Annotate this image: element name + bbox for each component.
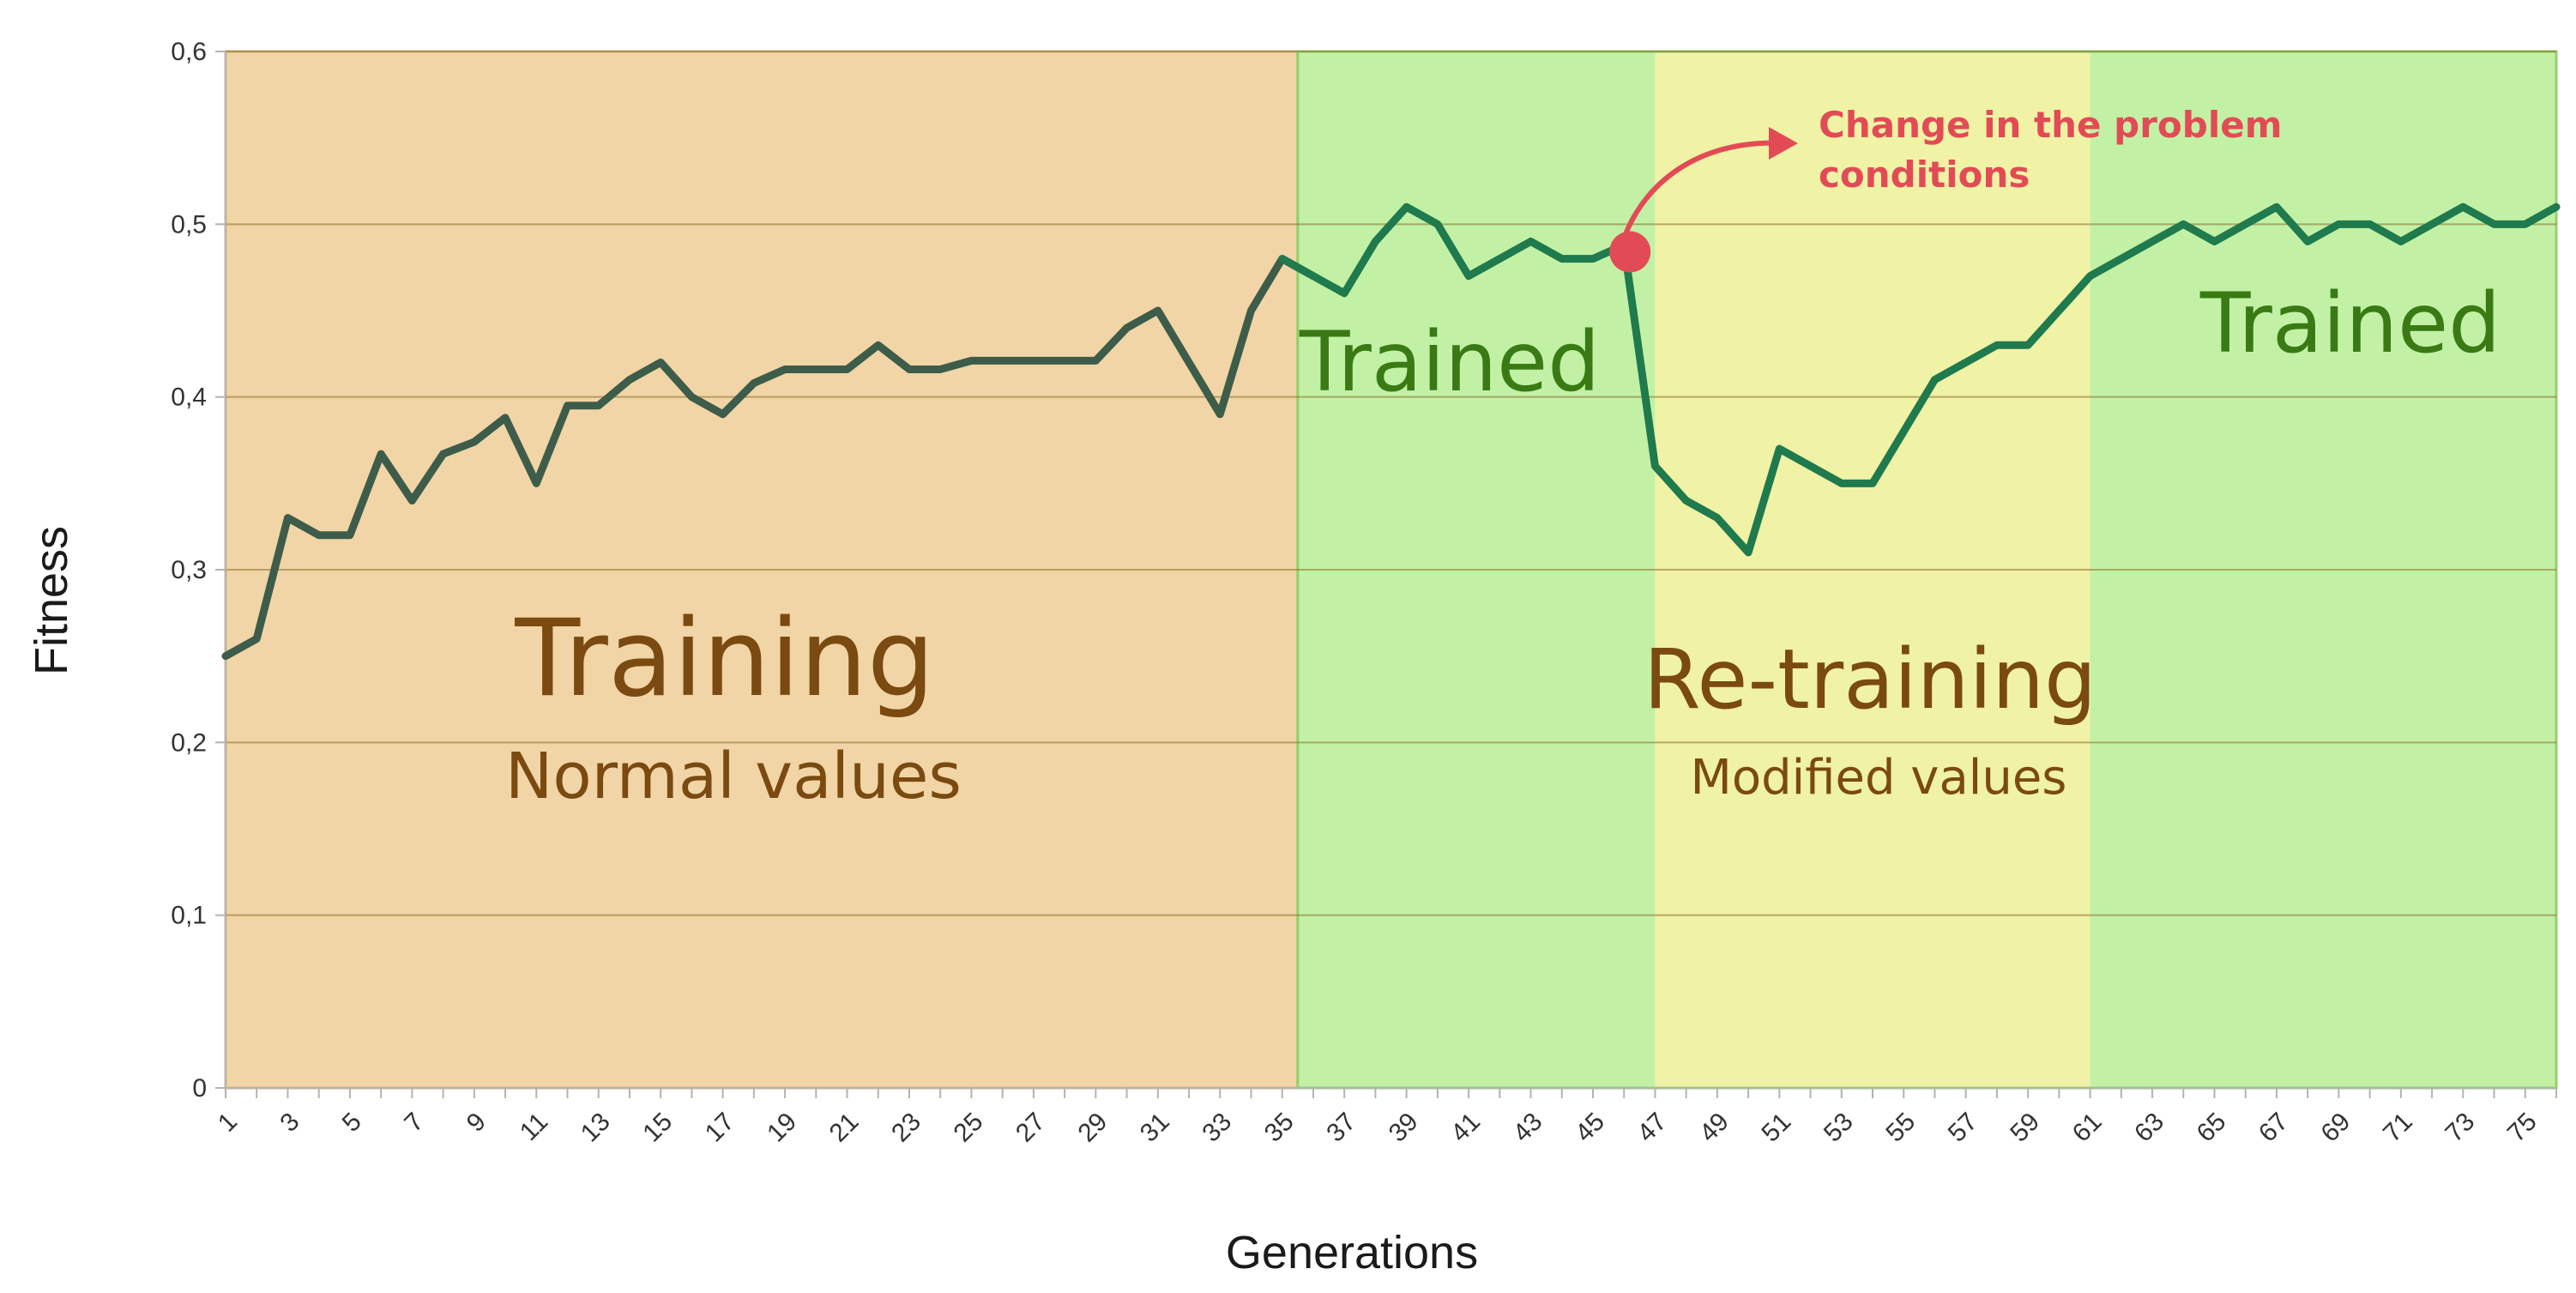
x-axis-title: Generations (1226, 1227, 1478, 1278)
phase-labels: Training Normal values Trained Re-traini… (505, 275, 2501, 813)
x-tick-label: 53 (1819, 1108, 1859, 1148)
x-tick-label: 27 (1010, 1108, 1051, 1148)
x-tick-label: 59 (2005, 1108, 2045, 1148)
grid-lines (226, 51, 2556, 916)
y-tick-label: 0,2 (171, 728, 207, 757)
x-tick-label: 65 (2192, 1108, 2232, 1148)
x-tick-label: 21 (824, 1108, 865, 1148)
x-tick-label: 55 (1880, 1108, 1921, 1148)
x-tick-label: 43 (1508, 1108, 1548, 1148)
phase-title-trained-2: Trained (2199, 275, 2501, 372)
x-tick-label: 57 (1943, 1108, 1983, 1148)
x-tick-label: 3 (274, 1108, 305, 1138)
x-tick-label: 67 (2253, 1108, 2294, 1148)
x-tick-label: 63 (2129, 1108, 2169, 1148)
x-tick-label: 33 (1197, 1108, 1237, 1148)
x-tick-label: 39 (1384, 1108, 1424, 1148)
x-tick-label: 41 (1445, 1108, 1486, 1148)
series-line-trained (1278, 202, 2561, 557)
y-tick-label: 0,3 (171, 556, 207, 584)
x-tick-label: 25 (949, 1108, 989, 1148)
annotation-line-2: conditions (1819, 154, 2030, 196)
x-tick-label: 73 (2440, 1108, 2480, 1148)
x-tick-label: 23 (886, 1108, 926, 1148)
phase-title-retraining: Re-training (1644, 631, 2096, 728)
y-tick-label: 0,5 (171, 210, 207, 239)
y-axis-title: Fitness (26, 526, 77, 675)
change-point-marker (1609, 231, 1651, 273)
x-tick-label: 19 (762, 1108, 802, 1148)
x-tick-label: 45 (1570, 1108, 1610, 1148)
x-tick-label: 49 (1694, 1108, 1734, 1148)
annotation-arrow (1621, 140, 1785, 240)
annotation: Change in the problem conditions (1609, 104, 2282, 273)
x-tick-label: 5 (337, 1108, 367, 1138)
x-tick-label: 13 (576, 1108, 616, 1148)
x-tick-label: 51 (1756, 1108, 1796, 1148)
x-tick-label: 9 (462, 1108, 492, 1138)
phase-title-trained-1: Trained (1299, 314, 1600, 410)
x-tick-label: 15 (637, 1108, 678, 1148)
x-tick-label: 71 (2378, 1108, 2418, 1148)
x-tick-label: 37 (1321, 1108, 1361, 1148)
y-tick-label: 0,6 (171, 38, 207, 66)
x-tick-label: 69 (2316, 1108, 2356, 1148)
x-tick-label: 31 (1135, 1108, 1175, 1148)
y-tick-label: 0 (192, 1074, 207, 1103)
annotation-arrowhead (1769, 127, 1798, 160)
x-tick-label: 1 (213, 1108, 243, 1138)
series-line (221, 202, 2561, 661)
y-tick-label: 0,1 (171, 902, 207, 930)
x-tick-label: 11 (515, 1108, 553, 1146)
x-tick-label: 61 (2067, 1108, 2108, 1148)
x-tick-label: 47 (1632, 1108, 1673, 1148)
x-tick-label: 75 (2502, 1108, 2543, 1148)
x-tick-label: 17 (700, 1108, 740, 1148)
y-tick-label: 0,4 (171, 384, 207, 412)
x-tick-label: 35 (1259, 1108, 1300, 1148)
x-tick-label: 7 (399, 1108, 429, 1138)
annotation-line-1: Change in the problem (1819, 104, 2282, 146)
phase-subtitle-retraining: Modified values (1691, 750, 2067, 806)
phase-title-training: Training (514, 597, 934, 721)
series-line-training (221, 255, 1318, 661)
phase-subtitle-training: Normal values (505, 740, 962, 813)
x-tick-label: 29 (1072, 1108, 1113, 1148)
